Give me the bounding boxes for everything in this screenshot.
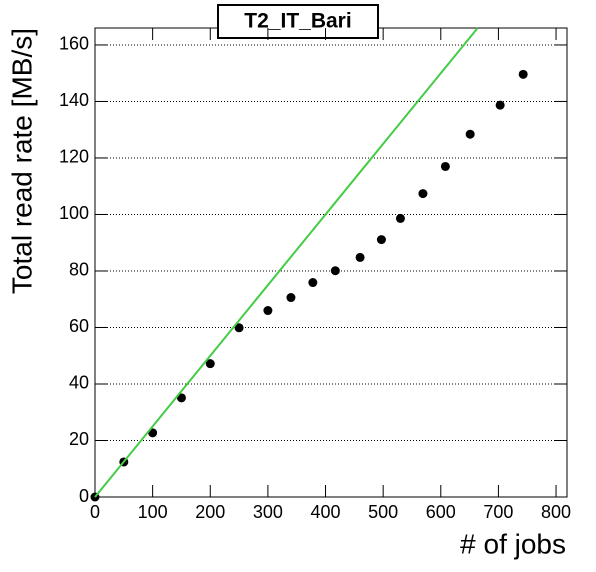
data-point (263, 306, 273, 316)
x-tick-label: 0 (90, 502, 100, 522)
data-point (440, 161, 450, 171)
x-tick-label: 600 (426, 502, 456, 522)
data-point (355, 252, 365, 262)
y-tick-label: 20 (69, 429, 89, 449)
y-tick-label: 80 (69, 260, 89, 280)
y-tick-label: 140 (59, 90, 89, 110)
data-point (286, 293, 296, 303)
x-tick-label: 100 (138, 502, 168, 522)
y-axis-title: Total read rate [MB/s] (6, 28, 37, 294)
data-point (495, 100, 505, 110)
title-box (217, 4, 379, 39)
data-point (518, 69, 528, 79)
x-tick-label: 500 (368, 502, 398, 522)
y-tick-label: 120 (59, 147, 89, 167)
fit-line (94, 27, 479, 498)
y-tick-label: 100 (59, 203, 89, 223)
data-point (376, 235, 386, 245)
data-point (205, 359, 215, 369)
data-point (234, 323, 244, 333)
data-point (418, 189, 428, 199)
data-point (176, 393, 186, 403)
plot-frame (94, 27, 568, 498)
x-tick-label: 800 (541, 502, 571, 522)
data-point (395, 213, 405, 223)
x-tick-label: 300 (253, 502, 283, 522)
data-point (308, 278, 318, 288)
y-tick-label: 40 (69, 373, 89, 393)
data-point (330, 266, 340, 276)
x-tick-label: 400 (311, 502, 341, 522)
y-tick-label: 0 (79, 486, 89, 506)
x-tick-label: 200 (195, 502, 225, 522)
data-point (465, 129, 475, 139)
x-axis-title: # of jobs (460, 528, 566, 559)
chart-title: T2_IT_Bari (244, 10, 351, 33)
y-tick-label: 160 (59, 34, 89, 54)
x-tick-label: 700 (483, 502, 513, 522)
y-tick-label: 60 (69, 316, 89, 336)
